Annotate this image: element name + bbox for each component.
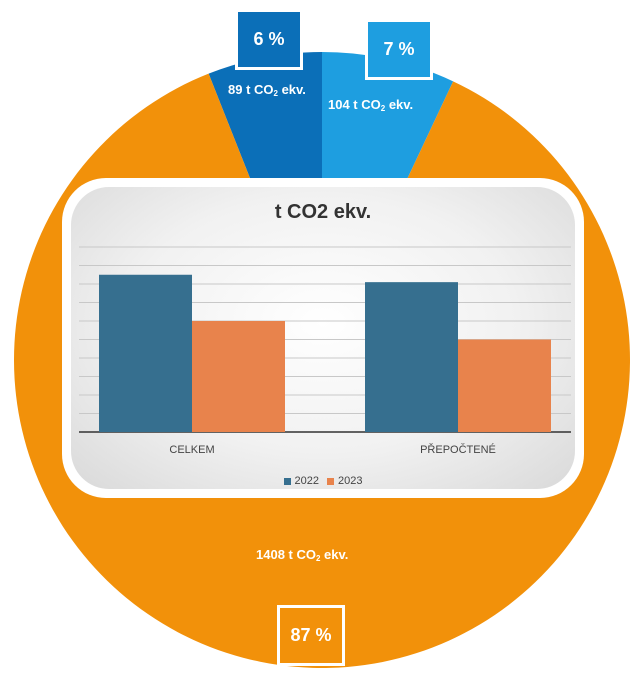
bar-chart-card: t CO2 ekv. CELKEM PŘEPOČTENÉ 2022 2023 [62, 178, 584, 498]
bar-2023-celkem [192, 321, 285, 432]
chart-title: t CO2 ekv. [274, 201, 372, 223]
percent-box-segment-3: 87 % [277, 605, 345, 666]
chart-legend: 2022 2023 [71, 475, 575, 487]
percent-box-segment-2: 7 % [365, 19, 433, 80]
legend-item-2023: 2023 [327, 475, 362, 487]
legend-item-2022: 2022 [283, 475, 319, 487]
bar-2022-celkem [99, 274, 192, 432]
percent-box-segment-1: 6 % [235, 9, 303, 70]
bar-chart-panel: t CO2 ekv. CELKEM PŘEPOČTENÉ 2022 2023 [71, 187, 575, 489]
category-label-1: PŘEPOČTENÉ [420, 443, 496, 456]
bar-2023-přepočtené [458, 339, 551, 432]
bar-2022-přepočtené [365, 282, 458, 432]
category-label-0: CELKEM [169, 444, 214, 456]
pie-label-segment-2: 104 t CO2 ekv. [328, 97, 414, 113]
pie-label-segment-1: 89 t CO2 ekv. [228, 82, 306, 98]
legend-swatch-2022 [283, 477, 291, 485]
bar-chart-plot: CELKEM PŘEPOČTENÉ [79, 246, 571, 456]
legend-swatch-2023 [327, 477, 334, 485]
pie-label-segment-3: 1408 t CO2 ekv. [256, 547, 349, 563]
